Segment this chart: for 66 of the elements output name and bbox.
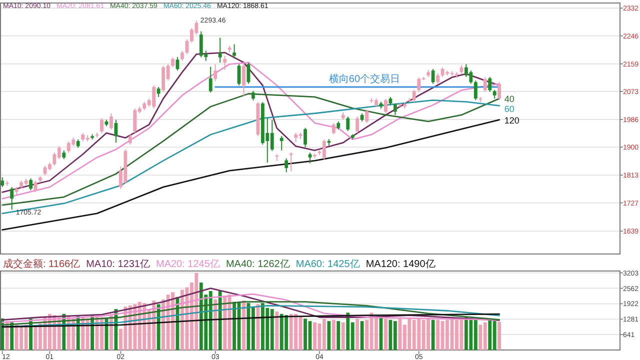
candlestick [214,64,218,82]
bar [242,300,246,350]
candlestick [356,116,360,134]
bar [327,321,331,350]
candlestick [384,98,388,114]
candlestick [128,134,132,146]
line-series [2,313,500,328]
bar [384,318,388,350]
candlestick [0,176,4,188]
candlestick [436,72,440,84]
candlestick [223,55,227,70]
bar [332,320,336,350]
bar [336,321,340,350]
candlestick [171,56,174,68]
bar [360,321,364,350]
text: MA20: 1245亿 [156,259,220,270]
candlestick [242,64,246,96]
bar [218,290,222,350]
candlestick [208,66,212,93]
candlestick [232,44,236,60]
candlestick [252,90,255,102]
text: MA10: 1231亿 [86,259,150,270]
line-series [2,288,500,322]
bar [393,321,397,350]
bar [214,299,218,350]
text: 成交金额: 1166亿 [3,258,80,270]
series-label: 横向60个交易日 [328,72,400,85]
candlestick [110,112,113,130]
candlestick [483,76,487,92]
text: MA40: 1262亿 [226,259,290,270]
text: MA60: 1425亿 [296,259,360,270]
bar [498,322,502,350]
line-series [2,119,500,231]
bar [341,322,345,350]
bar [256,304,260,350]
candlestick [176,56,180,72]
text: MA120: 1490亿 [366,259,436,270]
candlestick [10,186,14,210]
candlestick [304,127,307,148]
candlestick [393,102,397,116]
bar [275,311,279,350]
candlestick [218,37,222,64]
candlestick [180,50,184,62]
candlestick [308,152,312,164]
candlestick [284,158,288,173]
series-label: 60 [504,104,514,114]
candlestick [100,118,104,134]
candlestick [488,76,492,92]
candlestick [431,68,435,84]
candlestick [474,80,478,101]
candlestick [346,116,350,132]
bar [356,318,360,350]
candlestick [332,122,336,135]
candlestick [29,178,32,191]
candlestick [498,82,502,101]
series-label: 40 [504,94,514,104]
candlestick [412,89,416,103]
candlestick [185,38,189,55]
candlestick [365,109,368,124]
candlestick [34,180,38,193]
bar [223,297,227,350]
candlestick [289,152,293,172]
candlestick [280,135,284,151]
line-series [2,293,500,323]
series-label: 120 [504,115,520,126]
bar [431,320,435,350]
